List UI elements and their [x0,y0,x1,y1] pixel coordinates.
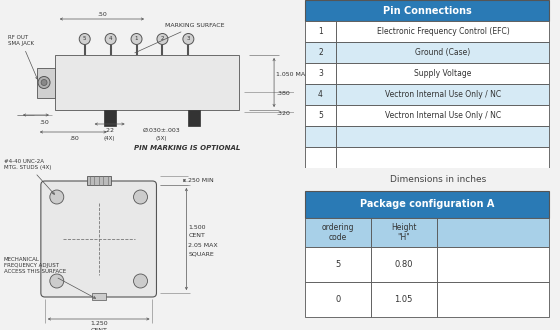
Bar [371,247,437,282]
Bar [337,105,549,126]
Text: 5: 5 [318,111,323,120]
Bar [337,84,549,105]
FancyBboxPatch shape [41,181,156,297]
Bar [37,68,55,97]
Bar [337,126,549,147]
Bar [371,218,437,247]
Text: MECHANICAL
FREQUENCY ADJUST
ACCESS THIS SURFACE: MECHANICAL FREQUENCY ADJUST ACCESS THIS … [4,257,96,298]
Bar [305,21,337,42]
Bar [437,218,549,247]
Circle shape [105,34,116,45]
Text: 1.250: 1.250 [90,321,108,326]
Text: Electronic Frequency Control (EFC): Electronic Frequency Control (EFC) [376,27,509,36]
Bar [104,110,115,126]
Bar [305,191,549,218]
Text: .50: .50 [39,120,49,125]
Text: 2: 2 [161,37,164,42]
Circle shape [183,34,194,45]
Text: 1: 1 [318,27,323,36]
Bar [337,147,549,168]
Bar [305,282,371,317]
Text: 4: 4 [318,90,323,99]
Bar [305,247,371,282]
Circle shape [50,190,64,204]
Text: 1.050 MAX: 1.050 MAX [276,72,310,77]
Text: 4: 4 [109,37,113,42]
Text: .380: .380 [276,91,290,96]
Text: RF OUT
SMA JACK: RF OUT SMA JACK [8,35,38,79]
Text: Ground (Case): Ground (Case) [416,48,470,57]
Bar [437,282,549,317]
Text: 2.05 MAX: 2.05 MAX [188,243,218,248]
Text: 1.500: 1.500 [188,225,206,230]
Text: 3: 3 [186,37,190,42]
Text: SQUARE: SQUARE [188,251,214,256]
Text: Vectron Internal Use Only / NC: Vectron Internal Use Only / NC [385,90,501,99]
Circle shape [131,34,142,45]
Circle shape [133,190,147,204]
Text: (5X): (5X) [156,136,167,141]
Bar [305,105,337,126]
Bar [188,110,200,126]
Bar [305,126,337,147]
Bar [305,84,337,105]
Bar [305,63,337,84]
Text: Supply Voltage: Supply Voltage [414,69,472,78]
Text: 5: 5 [335,260,340,269]
Text: Vectron Internal Use Only / NC: Vectron Internal Use Only / NC [385,111,501,120]
Bar [305,0,549,21]
Text: Package configuration A: Package configuration A [360,199,494,209]
Text: MARKING SURFACE: MARKING SURFACE [135,23,225,53]
Text: 1: 1 [135,37,138,42]
Bar [371,282,437,317]
Text: CENT: CENT [188,233,205,238]
Circle shape [79,34,90,45]
Bar [305,218,371,247]
Bar [92,293,106,300]
Circle shape [50,274,64,288]
Text: #4-40 UNC-2A
MTG. STUDS (4X): #4-40 UNC-2A MTG. STUDS (4X) [4,159,54,194]
Text: PIN MARKING IS OPTIONAL: PIN MARKING IS OPTIONAL [134,145,241,151]
Text: Height
"H": Height "H" [391,223,417,242]
Circle shape [157,34,168,45]
Bar [337,63,549,84]
Text: 0.80: 0.80 [394,260,413,269]
Bar [305,147,337,168]
Text: 0: 0 [335,295,340,304]
Text: .80: .80 [69,136,79,141]
Bar [437,247,549,282]
Text: .250 MIN: .250 MIN [186,178,214,183]
Circle shape [38,77,50,88]
Bar [87,176,111,185]
Text: CENT: CENT [90,328,107,330]
Circle shape [41,80,47,85]
Bar [337,42,549,63]
Bar [305,42,337,63]
Text: 1.05: 1.05 [395,295,413,304]
Text: (4X): (4X) [104,136,115,141]
Text: Ø.030±.003: Ø.030±.003 [143,128,181,133]
Text: 5: 5 [83,37,86,42]
Bar [337,21,549,42]
Text: Pin Connections: Pin Connections [382,6,472,16]
Text: .22: .22 [105,128,115,133]
Text: ordering
code: ordering code [321,223,354,242]
Text: 3: 3 [318,69,323,78]
Text: .320: .320 [276,111,290,116]
Circle shape [133,274,147,288]
Text: .50: .50 [97,12,107,17]
Text: Dimensions in inches: Dimensions in inches [390,175,486,184]
Text: 2: 2 [318,48,323,57]
Bar [55,55,239,110]
